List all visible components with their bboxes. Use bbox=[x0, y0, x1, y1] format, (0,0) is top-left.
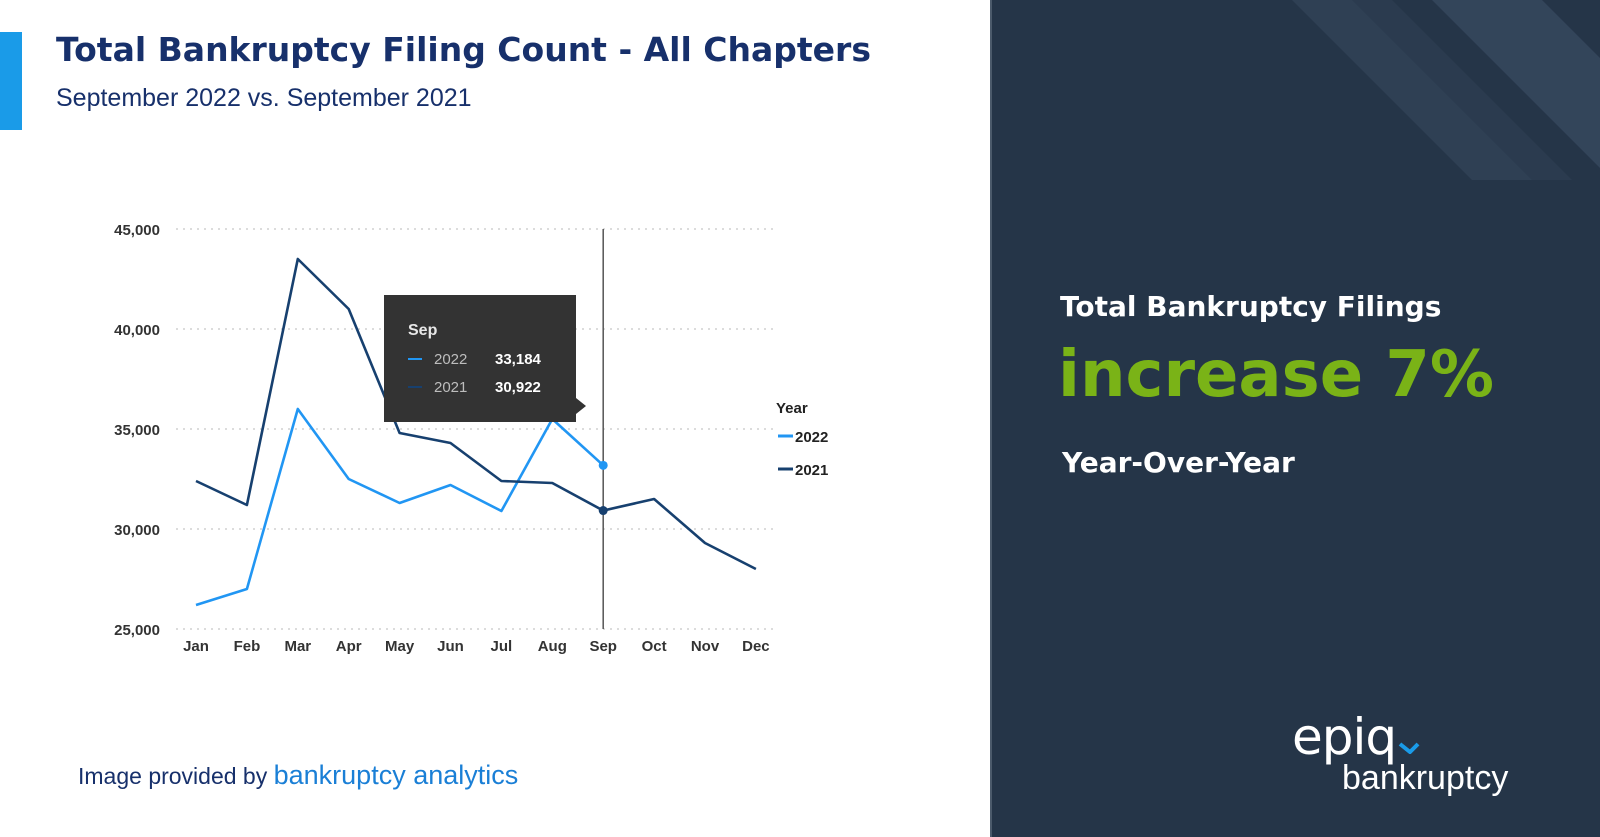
x-tick-label: Feb bbox=[234, 638, 261, 655]
series-line-2021 bbox=[195, 257, 757, 571]
x-tick-label: Jan bbox=[183, 638, 209, 655]
page-subtitle: September 2022 vs. September 2021 bbox=[56, 84, 472, 112]
kpi-panel: Total Bankruptcy Filings increase 7% Yea… bbox=[990, 0, 1600, 837]
y-tick-label: 25,000 bbox=[114, 622, 160, 639]
series-line-2022 bbox=[195, 407, 605, 607]
x-axis: Jan Feb Mar Apr May Jun Jul Aug Sep Oct Nov Dec bbox=[183, 638, 770, 655]
x-tick-label: Aug bbox=[538, 638, 567, 655]
chart-series bbox=[195, 257, 757, 607]
tooltip-box bbox=[384, 295, 586, 422]
credit-source-link[interactable]: bankruptcy analytics bbox=[273, 760, 519, 790]
x-tick-label: Sep bbox=[589, 638, 617, 655]
chart-legend: Year 2022 2021 bbox=[776, 400, 828, 479]
image-credit: Image provided by bankruptcy analytics bbox=[78, 760, 518, 791]
x-tick-label: Jun bbox=[437, 638, 464, 655]
tooltip-row-value: 30,922 bbox=[495, 379, 541, 396]
tooltip-category: Sep bbox=[408, 322, 438, 339]
chart-panel: Total Bankruptcy Filing Count - All Chap… bbox=[0, 30, 871, 791]
x-tick-label: Apr bbox=[336, 638, 362, 655]
x-tick-label: Mar bbox=[284, 638, 311, 655]
tooltip-row-value: 33,184 bbox=[495, 351, 542, 368]
y-tick-label: 30,000 bbox=[114, 522, 160, 539]
chart-tooltip: Sep 2022 33,184 2021 30,922 bbox=[384, 295, 586, 422]
y-tick-label: 35,000 bbox=[114, 422, 160, 439]
chart-gridlines bbox=[176, 228, 775, 630]
logo-q-accent-icon bbox=[1398, 742, 1420, 754]
y-axis: 25,000 30,000 35,000 40,000 45,000 bbox=[114, 222, 160, 639]
kpi-value: increase 7% bbox=[1058, 338, 1495, 412]
x-tick-label: Nov bbox=[691, 638, 720, 655]
tooltip-row-label: 2021 bbox=[434, 379, 467, 396]
data-point-2022 bbox=[598, 460, 608, 470]
epiq-bankruptcy-logo: epiq bankruptcy bbox=[1292, 712, 1552, 812]
x-tick-label: Oct bbox=[642, 638, 667, 655]
x-tick-label: Dec bbox=[742, 638, 770, 655]
x-tick-label: Jul bbox=[491, 638, 513, 655]
legend-title: Year bbox=[776, 400, 808, 417]
page-title: Total Bankruptcy Filing Count - All Chap… bbox=[56, 30, 871, 69]
y-tick-label: 40,000 bbox=[114, 322, 160, 339]
line-chart: 25,000 30,000 35,000 40,000 45,000 Jan Feb Mar… bbox=[114, 222, 828, 655]
kpi-period: Year-Over-Year bbox=[1062, 446, 1295, 479]
tooltip-row-label: 2022 bbox=[434, 351, 467, 368]
logo-subtitle: bankruptcy bbox=[1342, 759, 1509, 797]
logo-wordmark: epiq bbox=[1292, 708, 1397, 766]
legend-label-2022: 2022 bbox=[795, 429, 828, 446]
x-tick-label: May bbox=[385, 638, 415, 655]
legend-label-2021: 2021 bbox=[795, 462, 828, 479]
credit-prefix: Image provided by bbox=[78, 763, 268, 789]
accent-bar bbox=[0, 32, 22, 130]
y-tick-label: 45,000 bbox=[114, 222, 160, 239]
data-point-2021 bbox=[598, 506, 608, 516]
kpi-label: Total Bankruptcy Filings bbox=[1060, 290, 1442, 323]
